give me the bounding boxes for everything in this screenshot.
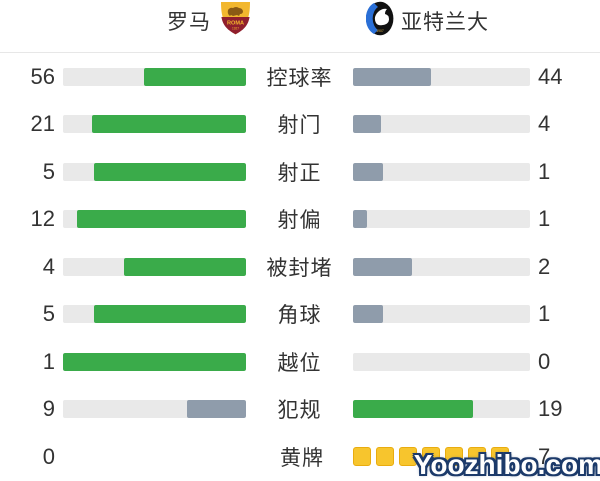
roma-crest-icon: ROMA 1927 [218, 1, 253, 41]
away-stat-bar-fill [353, 162, 383, 181]
stat-label: 角球 [277, 304, 322, 328]
stat-label: 射门 [277, 114, 322, 138]
stat-label: 控球率 [266, 66, 333, 90]
away-stat-bar-fill [353, 67, 431, 86]
svg-text:ROMA: ROMA [227, 21, 244, 27]
away-value: 1 [538, 158, 551, 184]
stat-row: 9 犯规 19 [0, 386, 600, 434]
away-stat-bar-fill [353, 257, 412, 276]
away-yellow-cards [353, 447, 530, 467]
away-stat-bar [353, 257, 530, 276]
away-stat-bar-fill [353, 305, 383, 324]
away-value: 44 [538, 63, 563, 89]
stat-label: 射正 [277, 161, 322, 185]
away-value: 1 [538, 206, 551, 232]
away-team: 1907 亚特兰大 [365, 0, 489, 42]
watermark: Yoozhibo.com [413, 449, 600, 480]
away-value: 19 [538, 396, 563, 422]
home-stat-bar [63, 115, 246, 134]
away-stat-bar [353, 115, 530, 134]
home-value: 4 [42, 253, 55, 279]
home-value: 9 [42, 396, 55, 422]
away-stat-bar [353, 210, 530, 229]
home-team: 罗马 ROMA 1927 [167, 0, 253, 42]
yellow-card-icon [376, 447, 394, 467]
away-team-name: 亚特兰大 [401, 11, 489, 34]
stat-row: 21 射门 4 [0, 101, 600, 149]
home-stat-bar-fill [93, 162, 246, 181]
header-divider [0, 52, 600, 53]
svg-text:1907: 1907 [376, 29, 384, 33]
home-stat-bar [63, 67, 246, 86]
atalanta-crest-icon: 1907 [365, 1, 394, 41]
home-value: 12 [30, 206, 55, 232]
home-value: 56 [30, 63, 55, 89]
yellow-card-icon [422, 447, 440, 467]
yellow-card-icon [399, 447, 417, 467]
home-stat-bar-fill [123, 257, 246, 276]
home-value: 1 [42, 348, 55, 374]
stat-label: 被封堵 [266, 256, 333, 280]
home-stat-bar [63, 257, 246, 276]
home-stat-bar [63, 162, 246, 181]
home-stat-bar [63, 352, 246, 371]
stat-row: 5 角球 1 [0, 291, 600, 339]
stat-row: 12 射偏 1 [0, 196, 600, 244]
away-stat-bar-fill [353, 210, 367, 229]
home-team-name: 罗马 [167, 11, 211, 34]
home-stat-bar [63, 305, 246, 324]
away-value: 4 [538, 111, 551, 137]
yellow-card-icon [445, 447, 463, 467]
yellow-card-icon [491, 447, 509, 467]
home-stat-bar-fill [187, 400, 246, 419]
away-value: 2 [538, 253, 551, 279]
stat-label: 越位 [277, 351, 322, 375]
home-stat-bar-fill [93, 305, 246, 324]
match-header: 罗马 ROMA 1927 1907 亚特兰大 [0, 0, 600, 52]
away-stat-bar-fill [353, 115, 382, 134]
away-value: 0 [538, 348, 551, 374]
stat-row-cards: 0 黄牌 7 [0, 433, 600, 481]
stat-row: 1 越位 0 [0, 338, 600, 386]
stat-row: 56 控球率 44 [0, 53, 600, 101]
home-stat-bar-fill [77, 210, 246, 229]
away-stat-bar [353, 400, 530, 419]
away-stat-bar-fill [353, 400, 474, 419]
away-stat-bar [353, 352, 530, 371]
away-stat-bar [353, 305, 530, 324]
home-value: 5 [42, 158, 55, 184]
home-value: 21 [30, 111, 55, 137]
yellow-card-icon [353, 447, 371, 467]
away-value: 1 [538, 301, 551, 327]
home-value: 5 [42, 301, 55, 327]
stat-row: 5 射正 1 [0, 148, 600, 196]
home-stat-bar [63, 210, 246, 229]
home-stat-bar-fill [63, 352, 246, 371]
home-value: 0 [42, 443, 55, 469]
stat-label: 黄牌 [280, 446, 324, 470]
home-stat-bar-fill [143, 67, 246, 86]
stat-row: 4 被封堵 2 [0, 243, 600, 291]
away-stat-bar [353, 162, 530, 181]
svg-text:1927: 1927 [232, 27, 239, 31]
stat-label: 射偏 [277, 209, 322, 233]
away-value: 7 [538, 443, 551, 469]
home-stat-bar-fill [92, 115, 246, 134]
away-stat-bar [353, 67, 530, 86]
yellow-card-icon [468, 447, 486, 467]
home-stat-bar [63, 400, 246, 419]
stats-rows: 56 控球率 44 21 射门 4 5 射正 1 12 [0, 53, 600, 481]
stat-label: 犯规 [277, 399, 322, 423]
